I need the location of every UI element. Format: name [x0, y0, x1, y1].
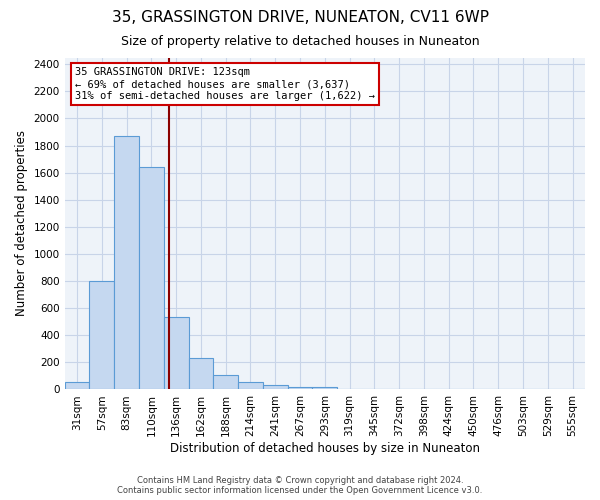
Bar: [65, 382, 89, 390]
Bar: [263, 386, 287, 390]
Text: 35 GRASSINGTON DRIVE: 123sqm
← 69% of detached houses are smaller (3,637)
31% of: 35 GRASSINGTON DRIVE: 123sqm ← 69% of de…: [75, 68, 375, 100]
Text: Contains HM Land Registry data © Crown copyright and database right 2024.
Contai: Contains HM Land Registry data © Crown c…: [118, 476, 482, 495]
Bar: [188, 358, 214, 390]
X-axis label: Distribution of detached houses by size in Nuneaton: Distribution of detached houses by size …: [170, 442, 480, 455]
Text: Size of property relative to detached houses in Nuneaton: Size of property relative to detached ho…: [121, 35, 479, 48]
Bar: [164, 317, 188, 390]
Bar: [89, 281, 114, 390]
Bar: [287, 388, 313, 390]
Text: 35, GRASSINGTON DRIVE, NUNEATON, CV11 6WP: 35, GRASSINGTON DRIVE, NUNEATON, CV11 6W…: [112, 10, 488, 25]
Bar: [238, 382, 263, 390]
Y-axis label: Number of detached properties: Number of detached properties: [15, 130, 28, 316]
Bar: [114, 136, 139, 390]
Bar: [313, 386, 337, 390]
Bar: [214, 374, 238, 390]
Bar: [139, 167, 164, 390]
